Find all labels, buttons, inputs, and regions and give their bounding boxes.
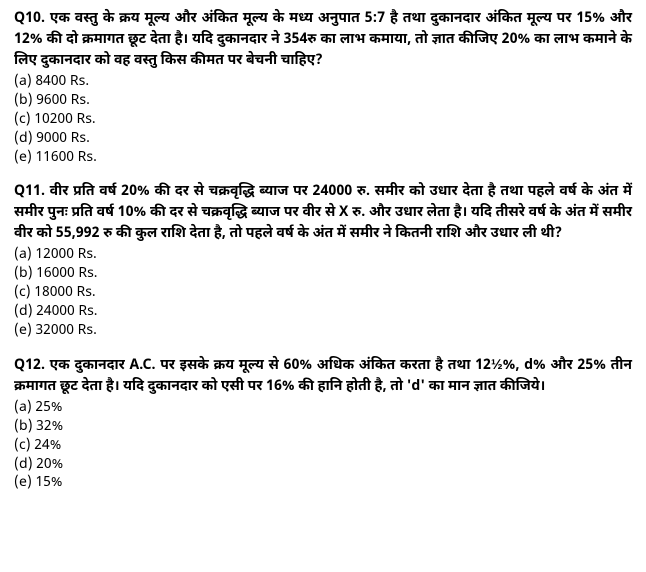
- option-a: (a) 25%: [14, 399, 632, 418]
- option-a: (a) 12000 Rs.: [14, 246, 632, 265]
- option-b: (b) 16000 Rs.: [14, 265, 632, 284]
- question-10: Q10. एक वस्तु के क्रय मूल्य और अंकित मूल…: [14, 8, 632, 167]
- question-number: Q10.: [14, 9, 45, 28]
- option-b: (b) 32%: [14, 418, 632, 437]
- question-text: Q12. एक दुकानदार A.C. पर इसके क्रय मूल्य…: [14, 355, 632, 397]
- option-e: (e) 32000 Rs.: [14, 322, 632, 341]
- question-number: Q11.: [14, 182, 45, 201]
- option-e: (e) 15%: [14, 474, 632, 493]
- question-number: Q12.: [14, 356, 45, 375]
- option-b: (b) 9600 Rs.: [14, 92, 632, 111]
- option-a: (a) 8400 Rs.: [14, 73, 632, 92]
- option-c: (c) 18000 Rs.: [14, 284, 632, 303]
- option-c: (c) 24%: [14, 437, 632, 456]
- option-d: (d) 24000 Rs.: [14, 303, 632, 322]
- question-text: Q10. एक वस्तु के क्रय मूल्य और अंकित मूल…: [14, 8, 632, 71]
- question-options: (a) 12000 Rs. (b) 16000 Rs. (c) 18000 Rs…: [14, 246, 632, 340]
- question-body: वीर प्रति वर्ष 20% की दर से चक्रवृद्धि ब…: [14, 182, 632, 243]
- option-d: (d) 20%: [14, 456, 632, 475]
- question-body: एक वस्तु के क्रय मूल्य और अंकित मूल्य के…: [14, 9, 632, 70]
- question-options: (a) 25% (b) 32% (c) 24% (d) 20% (e) 15%: [14, 399, 632, 493]
- option-e: (e) 11600 Rs.: [14, 149, 632, 168]
- question-text: Q11. वीर प्रति वर्ष 20% की दर से चक्रवृद…: [14, 181, 632, 244]
- question-12: Q12. एक दुकानदार A.C. पर इसके क्रय मूल्य…: [14, 355, 632, 493]
- question-options: (a) 8400 Rs. (b) 9600 Rs. (c) 10200 Rs. …: [14, 73, 632, 167]
- option-d: (d) 9000 Rs.: [14, 130, 632, 149]
- question-11: Q11. वीर प्रति वर्ष 20% की दर से चक्रवृद…: [14, 181, 632, 340]
- option-c: (c) 10200 Rs.: [14, 111, 632, 130]
- question-body: एक दुकानदार A.C. पर इसके क्रय मूल्य से 6…: [14, 356, 632, 396]
